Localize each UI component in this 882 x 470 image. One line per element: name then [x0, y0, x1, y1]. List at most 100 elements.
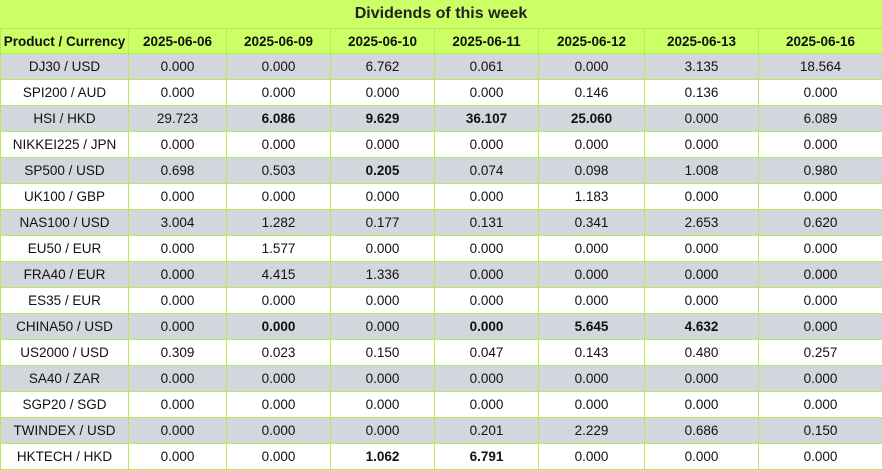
dividend-cell: 36.107: [435, 106, 539, 132]
dividend-cell: 0.000: [129, 262, 227, 288]
product-cell: SA40 / ZAR: [1, 366, 129, 392]
dividend-cell: 0.000: [227, 444, 331, 470]
dividend-cell: 0.143: [539, 340, 645, 366]
dividend-cell: 0.201: [435, 418, 539, 444]
dividend-cell: 0.000: [331, 392, 435, 418]
dividend-cell: 0.000: [129, 184, 227, 210]
dividend-cell: 0.000: [435, 262, 539, 288]
dividend-cell: 0.000: [759, 392, 882, 418]
dividend-cell: 0.000: [759, 184, 882, 210]
dividend-cell: 0.136: [645, 80, 759, 106]
dividend-cell: 0.000: [539, 54, 645, 80]
dividend-cell: 0.000: [645, 262, 759, 288]
dividend-cell: 0.000: [331, 236, 435, 262]
dividend-cell: 0.000: [227, 314, 331, 340]
product-cell: UK100 / GBP: [1, 184, 129, 210]
dividend-cell: 0.061: [435, 54, 539, 80]
product-cell: FRA40 / EUR: [1, 262, 129, 288]
dividend-cell: 0.000: [129, 236, 227, 262]
dividend-cell: 0.000: [645, 288, 759, 314]
dividend-cell: 0.000: [227, 54, 331, 80]
column-header-date: 2025-06-11: [435, 29, 539, 54]
product-cell: HKTECH / HKD: [1, 444, 129, 470]
dividend-cell: 0.000: [435, 132, 539, 158]
product-cell: SGP20 / SGD: [1, 392, 129, 418]
dividend-cell: 0.000: [759, 314, 882, 340]
dividend-cell: 0.000: [227, 288, 331, 314]
dividend-cell: 4.632: [645, 314, 759, 340]
dividend-cell: 0.980: [759, 158, 882, 184]
dividend-cell: 0.000: [759, 132, 882, 158]
dividend-cell: 0.309: [129, 340, 227, 366]
product-cell: DJ30 / USD: [1, 54, 129, 80]
dividend-cell: 0.098: [539, 158, 645, 184]
product-cell: US2000 / USD: [1, 340, 129, 366]
dividend-cell: 0.000: [539, 262, 645, 288]
product-cell: HSI / HKD: [1, 106, 129, 132]
dividend-cell: 0.000: [539, 366, 645, 392]
dividend-cell: 0.000: [435, 236, 539, 262]
dividend-cell: 18.564: [759, 54, 882, 80]
dividend-cell: 0.000: [645, 366, 759, 392]
dividend-cell: 0.000: [435, 80, 539, 106]
dividend-cell: 0.000: [759, 366, 882, 392]
dividend-cell: 1.336: [331, 262, 435, 288]
dividend-cell: 0.150: [331, 340, 435, 366]
dividend-cell: 0.000: [539, 288, 645, 314]
dividend-cell: 0.000: [435, 392, 539, 418]
product-cell: NAS100 / USD: [1, 210, 129, 236]
dividend-cell: 0.000: [645, 184, 759, 210]
dividend-cell: 0.000: [129, 80, 227, 106]
dividend-cell: 0.000: [759, 444, 882, 470]
dividend-cell: 0.047: [435, 340, 539, 366]
dividend-cell: 25.060: [539, 106, 645, 132]
dividend-cell: 0.000: [645, 132, 759, 158]
column-header-date: 2025-06-06: [129, 29, 227, 54]
dividend-cell: 0.000: [129, 444, 227, 470]
dividend-cell: 3.004: [129, 210, 227, 236]
product-cell: SP500 / USD: [1, 158, 129, 184]
dividend-cell: 0.074: [435, 158, 539, 184]
dividend-cell: 0.000: [539, 392, 645, 418]
dividend-cell: 0.000: [331, 418, 435, 444]
dividend-cell: 0.000: [435, 288, 539, 314]
product-cell: SPI200 / AUD: [1, 80, 129, 106]
dividend-cell: 0.131: [435, 210, 539, 236]
dividend-cell: 0.000: [759, 288, 882, 314]
dividend-cell: 0.000: [129, 366, 227, 392]
dividend-cell: 0.000: [645, 106, 759, 132]
dividend-cell: 0.000: [331, 366, 435, 392]
dividend-cell: 0.000: [129, 314, 227, 340]
product-cell: NIKKEI225 / JPN: [1, 132, 129, 158]
dividend-cell: 0.000: [435, 314, 539, 340]
dividend-cell: 6.762: [331, 54, 435, 80]
dividend-cell: 2.653: [645, 210, 759, 236]
dividend-cell: 0.000: [331, 288, 435, 314]
dividend-cell: 3.135: [645, 54, 759, 80]
dividend-cell: 0.000: [759, 80, 882, 106]
dividend-cell: 0.000: [539, 444, 645, 470]
dividend-cell: 0.000: [539, 236, 645, 262]
dividend-cell: 0.000: [645, 236, 759, 262]
column-header-date: 2025-06-09: [227, 29, 331, 54]
dividend-cell: 0.000: [129, 288, 227, 314]
dividend-cell: 0.000: [435, 366, 539, 392]
dividend-cell: 6.089: [759, 106, 882, 132]
dividend-cell: 0.000: [129, 418, 227, 444]
column-header-date: 2025-06-12: [539, 29, 645, 54]
product-cell: CHINA50 / USD: [1, 314, 129, 340]
